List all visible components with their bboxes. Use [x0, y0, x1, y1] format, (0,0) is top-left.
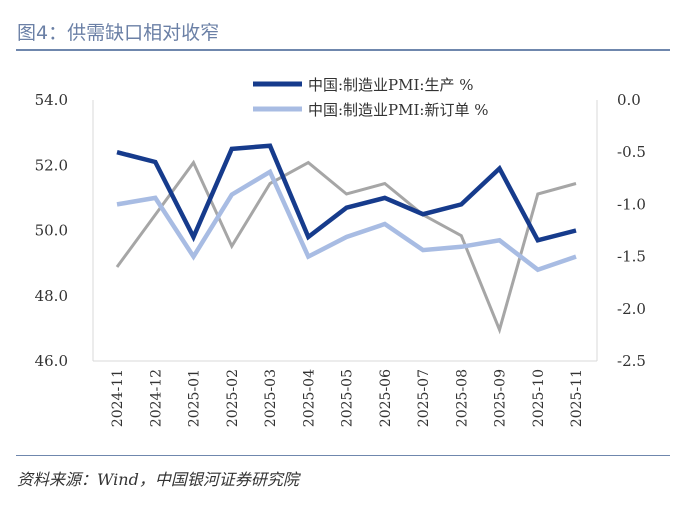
- right-tick-label: -1.5: [617, 248, 646, 266]
- x-tick-label: 2025-02: [225, 369, 241, 427]
- x-tick-label: 2025-06: [378, 369, 394, 427]
- x-tick-label: 2025-03: [263, 369, 279, 427]
- right-tick-label: -0.5: [617, 143, 646, 161]
- x-tick-label: 2025-01: [187, 369, 203, 427]
- left-tick-label: 50.0: [35, 222, 68, 240]
- chart: 54.0 52.0 50.0 48.0 46.0 0.0 -0.5 -1.0 -1.5 -2.0 -…: [35, 76, 646, 427]
- right-tick-label: -2.5: [617, 352, 646, 370]
- x-tick-label: 2025-09: [493, 369, 509, 427]
- left-tick-label: 54.0: [35, 91, 68, 109]
- figure-title: 图4：供需缺口相对收窄: [17, 22, 220, 44]
- x-tick-label: 2024-12: [148, 369, 164, 427]
- x-tick-label: 2025-11: [569, 369, 585, 427]
- left-tick-label: 52.0: [35, 156, 68, 174]
- footer-divider: [16, 455, 670, 456]
- x-tick-label: 2025-08: [454, 369, 470, 427]
- x-tick-label: 2025-10: [531, 369, 547, 427]
- title-divider: [16, 49, 670, 51]
- x-tick-label: 2025-07: [416, 369, 432, 427]
- source-note: 资料来源：Wind，中国银河证券研究院: [17, 470, 299, 489]
- left-tick-label: 46.0: [35, 352, 68, 370]
- right-tick-label: 0.0: [617, 91, 641, 109]
- legend-label: 中国:制造业PMI:新订单 %: [308, 101, 489, 119]
- x-tick-label: 2025-04: [301, 369, 317, 427]
- legend-label: 中国:制造业PMI:生产 %: [308, 76, 474, 94]
- x-tick-label: 2025-05: [340, 369, 356, 427]
- left-tick-label: 48.0: [35, 287, 68, 305]
- right-tick-label: -2.0: [617, 300, 646, 318]
- right-tick-label: -1.0: [617, 195, 646, 213]
- x-tick-label: 2024-11: [110, 369, 126, 427]
